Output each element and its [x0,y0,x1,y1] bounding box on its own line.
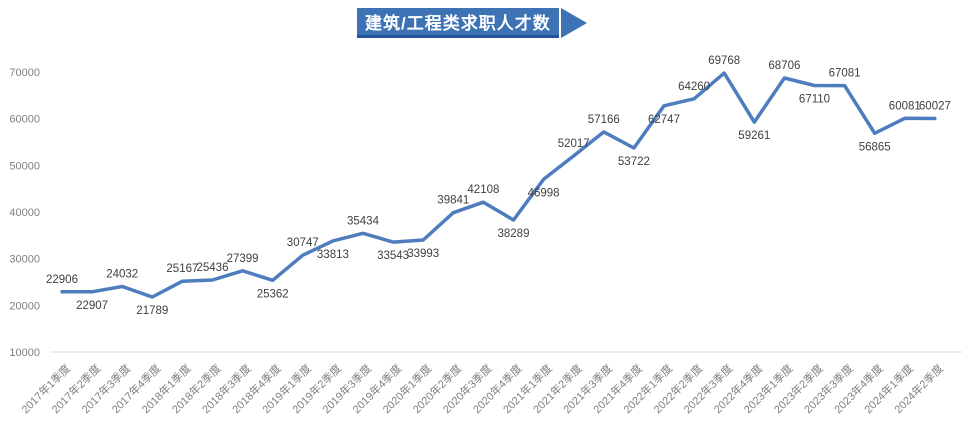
x-axis-tick-labels: 2017年1季度2017年2季度2017年3季度2017年4季度2018年1季度… [18,361,946,416]
y-axis-tick-label: 30000 [9,254,40,266]
y-axis-tick-label: 70000 [9,67,40,79]
data-label: 68706 [768,60,800,72]
y-axis-tick-label: 40000 [9,207,40,219]
data-label: 46998 [528,187,560,199]
data-label: 67110 [799,93,830,105]
data-label: 60027 [919,101,951,113]
data-label: 35434 [347,215,380,227]
data-label: 64260 [678,81,710,93]
data-label: 25167 [166,263,198,275]
data-label: 21789 [136,305,168,317]
data-label: 69768 [708,55,740,67]
series-line [60,71,937,299]
data-label: 25436 [197,262,229,274]
data-label: 67081 [829,68,861,80]
chart-title-banner: 建筑/工程类求职人才数 [357,8,587,38]
y-axis-tick-label: 60000 [9,114,40,126]
banner-arrow-icon [560,8,587,38]
data-label: 52017 [558,138,590,150]
y-axis-tick-label: 20000 [9,300,40,312]
y-axis-tick-label: 50000 [9,160,40,172]
data-label: 42108 [467,184,499,196]
data-label: 25362 [257,288,289,300]
data-label: 30747 [287,237,319,249]
data-label: 33543 [377,250,409,262]
data-label: 22906 [46,274,78,286]
data-label: 33993 [407,248,439,260]
data-label: 33813 [317,249,349,261]
data-label: 24032 [106,269,138,281]
data-label: 56865 [859,141,891,153]
data-label: 27399 [227,253,259,265]
data-label: 22907 [76,300,108,312]
chart-title: 建筑/工程类求职人才数 [365,13,551,33]
data-label: 60081 [889,100,921,112]
data-label: 38289 [498,228,530,240]
data-label: 62747 [648,114,680,126]
data-label: 57166 [588,114,620,126]
data-label: 39841 [437,195,469,207]
y-axis-tick-labels: 10000 20000 30000 40000 50000 60000 70000 [9,67,40,359]
y-axis-tick-label: 10000 [9,347,40,359]
data-label: 59261 [738,130,770,142]
data-label: 53722 [618,156,650,168]
chart-title-box: 建筑/工程类求职人才数 [357,8,559,38]
